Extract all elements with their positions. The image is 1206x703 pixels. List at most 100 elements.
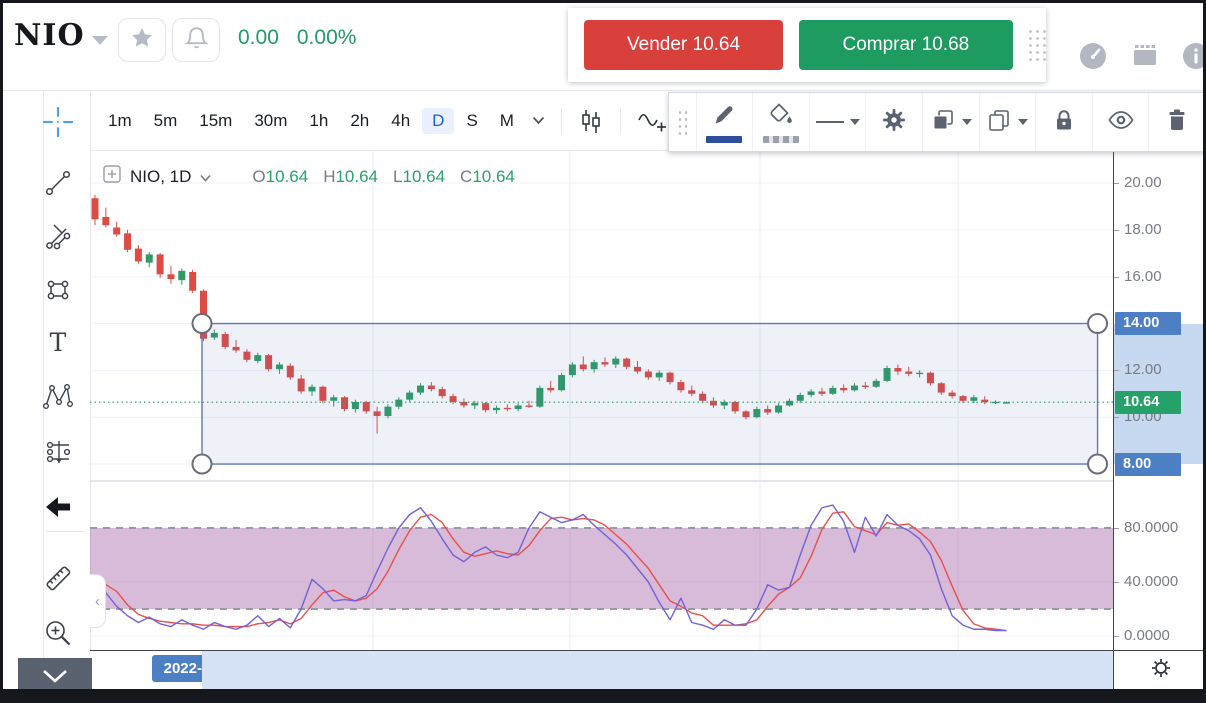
paint-bucket-icon [767,102,794,133]
price-axis[interactable]: 20.00 18.00 16.00 12.00 10.00 80.0000 40.0000 0… [1113,150,1206,650]
pitchfork-tool-button[interactable] [36,215,80,259]
shapes-tool-button[interactable] [36,268,80,312]
symbol-title[interactable]: NIO [14,18,85,53]
open-value: 10.64 [265,166,309,186]
rect-handle[interactable] [1087,313,1109,335]
star-icon [129,25,155,56]
gear-outline-icon [1149,656,1173,685]
symbol-chevron-down-icon[interactable] [92,36,108,45]
zoom-in-tool-button[interactable] [36,611,80,655]
chevron-down-icon [849,119,860,125]
timeframe-5m[interactable]: 5m [153,110,178,130]
header-divider [0,90,1206,91]
stochastic-D-line [94,511,1007,632]
toolbar-drag-handle[interactable] [669,93,697,151]
buy-button[interactable]: Comprar 10.68 [799,20,1013,70]
timeframe-15m[interactable]: 15m [199,110,233,130]
pa-dash [1114,229,1119,231]
chart-style-candles-button[interactable] [572,107,610,134]
text-tool-button[interactable]: T [36,321,80,365]
plus-box-icon[interactable] [103,165,121,188]
alert-bell-button[interactable] [172,18,220,62]
fill-color-button[interactable] [753,93,810,151]
pa-dash [1114,528,1119,529]
calendar-icon[interactable] [1130,41,1160,76]
rectangle-drawing[interactable] [201,322,1099,465]
bell-icon [183,25,209,55]
rect-handle[interactable] [191,313,213,335]
trash-icon [1164,107,1190,138]
timeframe-M[interactable]: M [499,110,514,130]
crosshair-tool-button[interactable] [36,100,80,144]
delete-button[interactable] [1149,93,1205,151]
info-icon[interactable] [1181,41,1206,76]
timeframe-30m[interactable]: 30m [254,110,288,130]
oscillator-tick: 0.0000 [1124,627,1170,644]
eye-icon [1107,107,1135,138]
window-border-top [0,0,1206,3]
watchlist-star-button[interactable] [118,18,166,62]
timeframe-1m[interactable]: 1m [108,110,132,130]
pattern-tool-button[interactable] [36,375,80,419]
legend-chevron-down-icon[interactable] [200,167,212,187]
quote-change: 0.00 0.00% [238,26,356,50]
change-percent: 0.00% [296,26,357,49]
trade-panel: Vender 10.64 Comprar 10.68 [568,8,1046,82]
time-axis[interactable]: 2023-02022-10-06Feb2023DicNov [90,650,1206,689]
pa-dash [1114,183,1119,184]
timeframe-2h[interactable]: 2h [350,110,370,130]
toolbar-separator [560,107,562,134]
sell-button[interactable]: Vender 10.64 [584,20,784,70]
chart-legend: NIO, 1D O10.64 H10.64 L10.64 C10.64 [103,165,515,188]
rect-handle[interactable] [191,453,213,475]
projection-tool-button[interactable] [36,430,80,474]
settings-button[interactable] [866,93,924,151]
axis-settings-corner[interactable] [1113,651,1206,689]
pane-collapse-tab[interactable]: ‹ [90,574,106,628]
lock-button[interactable] [1036,93,1093,151]
timeframe-D[interactable]: D [422,107,455,134]
toolbar-separator [619,107,621,134]
order-layers-button[interactable] [923,93,980,151]
line-style-button[interactable] [810,93,867,151]
timeframe-S[interactable]: S [466,110,478,130]
lock-icon [1051,107,1077,138]
window-border-right [1203,0,1206,703]
chart-canvas[interactable] [90,150,1113,650]
oscillator-tick: 80.0000 [1124,519,1179,536]
timeframe-1h[interactable]: 1h [309,110,329,130]
measure-ruler-button[interactable] [36,556,80,600]
pa-dash [1114,582,1119,583]
svg-text:T: T [50,328,67,357]
timeframe-chevron-down-icon[interactable] [532,112,545,130]
oscillator-tick: 40.0000 [1124,573,1179,590]
window-border-left [0,0,3,703]
axis-range-highlight [201,651,1113,689]
chevron-down-icon [961,119,972,125]
fill-pattern-swatch [762,135,799,143]
timeframe-group: 1m 5m 15m 30m 1h 2h 4h D S M [98,107,524,134]
layers-icon [930,107,956,138]
timeframe-4h[interactable]: 4h [391,110,411,130]
line-style-icon [815,121,844,123]
rect-handle[interactable] [1087,453,1109,475]
candles [91,194,1010,434]
arrow-left-tool-button[interactable] [36,485,80,529]
ohlc-values: O10.64 H10.64 L10.64 C10.64 [252,166,515,186]
legend-series-title[interactable]: NIO, 1D [130,166,192,186]
trend-line-tool-button[interactable] [36,161,80,205]
price-tick: 20.00 [1124,174,1162,191]
clone-button[interactable] [980,93,1037,151]
close-value: 10.64 [472,166,515,186]
range-price-chip: 8.00 [1115,452,1181,476]
range-price-chip: 14.00 [1115,312,1181,336]
brush-color-button[interactable] [697,93,754,151]
brush-color-swatch [706,135,743,143]
stochastic-K-line [94,504,1007,632]
visibility-button[interactable] [1093,93,1150,151]
pencil-icon [711,102,737,133]
last-price-chip: 10.64 [1115,390,1181,414]
high-value: 10.64 [335,166,379,186]
panel-drag-handle[interactable] [1026,28,1046,62]
gauge-icon[interactable] [1078,41,1108,76]
